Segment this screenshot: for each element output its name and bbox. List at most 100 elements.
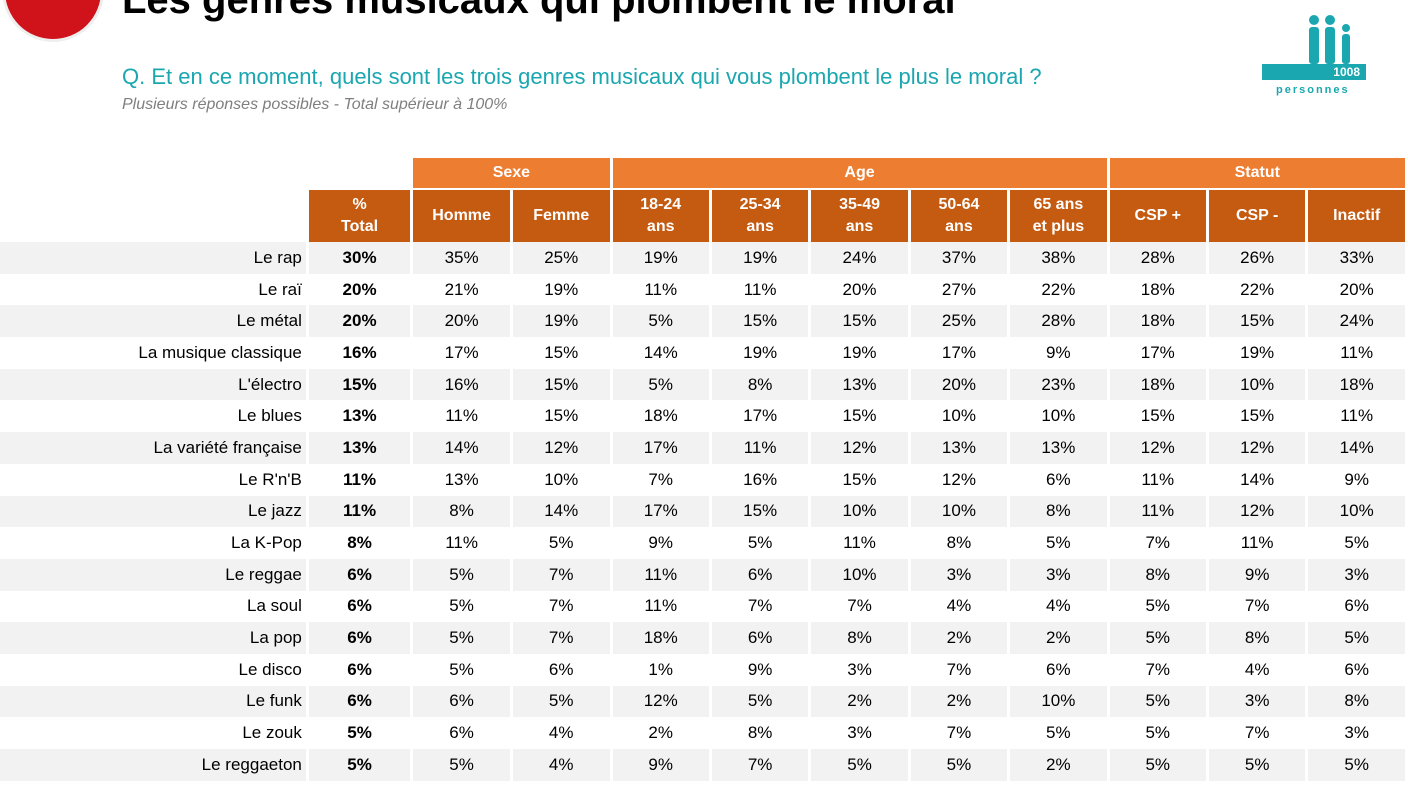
value-cell: 10% bbox=[1041, 406, 1076, 426]
row-label: La pop bbox=[0, 622, 306, 654]
total-cell: 6% bbox=[308, 622, 411, 654]
value-cell: 11% bbox=[1109, 495, 1206, 528]
value-cell: 5% bbox=[548, 533, 574, 553]
value-cell: 2% bbox=[910, 685, 1008, 718]
value-cell: 5% bbox=[910, 749, 1008, 781]
value-cell: 11% bbox=[1340, 342, 1374, 362]
total-cell: 15% bbox=[308, 368, 411, 401]
value-cell: 12% bbox=[1208, 432, 1306, 464]
value-cell: 5% bbox=[1046, 533, 1071, 553]
row-label: Le raï bbox=[258, 279, 302, 299]
question-text: Q. Et en ce moment, quels sont les trois… bbox=[122, 64, 1042, 89]
value-cell: 7% bbox=[548, 596, 574, 616]
total-cell: 11% bbox=[343, 469, 377, 489]
value-cell: 7% bbox=[1244, 596, 1270, 616]
value-cell: 2% bbox=[1010, 622, 1107, 654]
subtitle: Plusieurs réponses possibles - Total sup… bbox=[122, 96, 508, 113]
group-header-age: Age bbox=[612, 158, 1107, 188]
value-cell: 2% bbox=[1010, 749, 1107, 781]
column-header: 50-64 ans bbox=[910, 188, 1008, 242]
value-cell: 23% bbox=[1010, 368, 1107, 401]
value-cell: 5% bbox=[811, 749, 908, 781]
group-header-statut: Statut bbox=[1109, 158, 1405, 188]
value-cell: 19% bbox=[842, 342, 877, 362]
value-cell: 5% bbox=[413, 558, 510, 591]
value-cell: 14% bbox=[1308, 432, 1405, 464]
value-cell: 24% bbox=[811, 242, 908, 274]
value-cell: 5% bbox=[1145, 596, 1171, 616]
table-row: Le zouk 5% 6% 4% 2% 8% 3% 7% 5% 5% 7% 3% bbox=[0, 717, 1405, 749]
value-cell: 2% bbox=[648, 723, 673, 743]
total-cell: 6% bbox=[347, 659, 372, 679]
value-cell: 5% bbox=[413, 749, 510, 781]
value-cell: 12% bbox=[941, 469, 976, 489]
value-cell: 5% bbox=[747, 533, 773, 553]
value-cell: 9% bbox=[612, 749, 709, 781]
value-cell: 3% bbox=[1208, 685, 1306, 718]
value-cell: 12% bbox=[512, 432, 610, 464]
value-cell: 10% bbox=[1208, 368, 1306, 401]
group-header-sexe: Sexe bbox=[413, 158, 610, 188]
value-cell: 27% bbox=[941, 279, 976, 299]
value-cell: 3% bbox=[847, 723, 872, 743]
value-cell: 5% bbox=[711, 685, 809, 718]
value-cell: 8% bbox=[413, 495, 510, 528]
value-cell: 5% bbox=[449, 659, 474, 679]
value-cell: 15% bbox=[711, 305, 809, 338]
value-cell: 19% bbox=[512, 305, 610, 338]
value-cell: 7% bbox=[1145, 659, 1171, 679]
value-cell: 5% bbox=[449, 596, 474, 616]
value-cell: 3% bbox=[847, 659, 872, 679]
sample-label: personnes bbox=[1276, 84, 1350, 96]
value-cell: 5% bbox=[512, 685, 610, 718]
table-row: Le blues 13% 11% 15% 18% 17% 15% 10% 10% 15% 15% 11… bbox=[0, 400, 1405, 432]
value-cell: 3% bbox=[1308, 558, 1405, 591]
value-cell: 7% bbox=[512, 558, 610, 591]
value-cell: 5% bbox=[1145, 723, 1171, 743]
value-cell: 19% bbox=[711, 242, 809, 274]
row-label: La K-Pop bbox=[230, 533, 302, 553]
table-row: Le disco 6% 5% 6% 1% 9% 3% 7% 6% 7% 4% 6% bbox=[0, 654, 1405, 686]
value-cell: 19% bbox=[544, 279, 579, 299]
value-cell: 7% bbox=[847, 596, 872, 616]
total-cell: 5% bbox=[347, 723, 372, 743]
value-cell: 8% bbox=[946, 533, 972, 553]
value-cell: 13% bbox=[1010, 432, 1107, 464]
value-cell: 19% bbox=[743, 342, 778, 362]
value-cell: 6% bbox=[1344, 659, 1369, 679]
row-label: Le reggaeton bbox=[0, 749, 306, 781]
table-row: Le métal 20% 20% 19% 5% 15% 15% 25% 28% 18% 15% 24% bbox=[0, 305, 1405, 338]
value-cell: 20% bbox=[842, 279, 877, 299]
value-cell: 8% bbox=[1109, 558, 1206, 591]
value-cell: 22% bbox=[1041, 279, 1076, 299]
value-cell: 4% bbox=[1046, 596, 1071, 616]
total-cell: 13% bbox=[308, 432, 411, 464]
column-header: Inactif bbox=[1308, 188, 1405, 242]
value-cell: 8% bbox=[1308, 685, 1405, 718]
table-row: Le reggaeton 5% 5% 4% 9% 7% 5% 5% 2% 5% 5% 5% bbox=[0, 749, 1405, 781]
total-cell: 8% bbox=[347, 533, 372, 553]
value-cell: 17% bbox=[1140, 342, 1175, 362]
value-cell: 7% bbox=[1244, 723, 1270, 743]
results-table: Sexe Age Statut % Total Homme Femme 18-24 an… bbox=[0, 158, 1408, 781]
value-cell: 11% bbox=[445, 406, 478, 426]
value-cell: 18% bbox=[643, 406, 678, 426]
column-header: 18-24 ans bbox=[612, 188, 709, 242]
value-cell: 17% bbox=[444, 342, 479, 362]
value-cell: 6% bbox=[1344, 596, 1369, 616]
column-header-total: % Total bbox=[308, 188, 411, 242]
total-cell: 30% bbox=[308, 242, 411, 274]
value-cell: 8% bbox=[1010, 495, 1107, 528]
row-label: La soul bbox=[247, 596, 302, 616]
value-cell: 14% bbox=[512, 495, 610, 528]
row-label: Le reggae bbox=[0, 558, 306, 591]
value-cell: 11% bbox=[743, 279, 777, 299]
value-cell: 15% bbox=[811, 305, 908, 338]
value-cell: 15% bbox=[544, 342, 579, 362]
value-cell: 11% bbox=[711, 432, 809, 464]
value-cell: 6% bbox=[413, 685, 510, 718]
row-label: Le blues bbox=[237, 406, 302, 426]
column-header: 65 ans et plus bbox=[1010, 188, 1107, 242]
page-title: Les genres musicaux qui plombent le mora… bbox=[122, 0, 956, 22]
value-cell: 9% bbox=[648, 533, 673, 553]
